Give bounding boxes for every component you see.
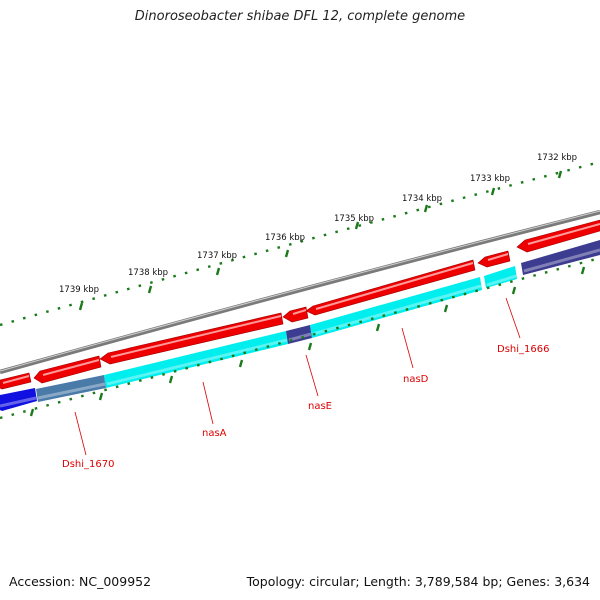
inner-tick-2 — [98, 392, 104, 401]
cds-forward-1 — [0, 372, 32, 390]
cds-forward-2 — [33, 355, 102, 384]
inner-tick-4 — [238, 359, 244, 368]
forward-cds-highlights — [2, 223, 600, 384]
kbp-label-1735: 1735 kbp — [334, 214, 374, 224]
major-tick-1738 — [147, 285, 153, 294]
accession-label: Accession: NC_009952 — [9, 574, 152, 589]
block-navy-nasE — [286, 325, 312, 344]
kbp-label-1739: 1739 kbp — [59, 285, 99, 295]
inner-tick-3 — [168, 375, 174, 384]
genome-backbone — [0, 209, 600, 375]
genome-title: Dinoroseobacter shibae DFL 12, complete … — [134, 9, 466, 24]
major-tick-1736 — [284, 249, 290, 258]
major-tick-1737 — [215, 267, 221, 276]
cds-forward-nasE — [282, 306, 309, 323]
major-tick-1735 — [354, 221, 360, 230]
kbp-label-1733: 1733 kbp — [470, 174, 510, 184]
block-cyan-nasA — [104, 331, 288, 388]
inner-tick-9 — [580, 266, 586, 275]
leader-dshi1670 — [74, 411, 87, 456]
major-tick-1734 — [423, 204, 429, 213]
block-steel-dshi1670 — [36, 375, 106, 402]
kbp-label-1734: 1734 kbp — [402, 194, 442, 204]
gene-label-nasA: nasA — [202, 428, 227, 439]
second-track — [0, 240, 600, 411]
block-blue-left — [0, 388, 37, 411]
leader-nasE — [305, 354, 319, 397]
inner-tick-7 — [443, 304, 449, 313]
genome-backbone-highlight — [0, 210, 600, 372]
gene-label-dshi1666: Dshi_1666 — [497, 344, 549, 355]
outer-ruler-minor-ticks — [0, 160, 600, 327]
kbp-label-1738: 1738 kbp — [128, 268, 168, 278]
gene-label-nasD: nasD — [403, 374, 429, 385]
genome-summary: Topology: circular; Length: 3,789,584 bp… — [246, 574, 590, 589]
kbp-label-1736: 1736 kbp — [265, 233, 305, 243]
kbp-label-1732: 1732 kbp — [537, 153, 577, 163]
major-tick-1739 — [78, 302, 84, 311]
gene-label-leaders — [74, 297, 521, 456]
inner-tick-8 — [511, 286, 517, 295]
major-tick-1733 — [490, 187, 496, 196]
outer-ruler-major-ticks — [78, 170, 563, 311]
inner-ruler — [0, 256, 600, 420]
inner-ruler-major-ticks — [29, 266, 586, 417]
inner-tick-6 — [375, 323, 381, 332]
gene-label-nasE: nasE — [308, 401, 332, 412]
inner-tick-5 — [307, 342, 313, 351]
leader-dshi1666 — [505, 297, 521, 339]
gene-label-dshi1670: Dshi_1670 — [62, 459, 114, 470]
kbp-label-1737: 1737 kbp — [197, 251, 237, 261]
second-track-shading — [0, 248, 600, 408]
outer-ruler: 1732 kbp 1733 kbp 1734 kbp 1735 kbp 1736… — [0, 153, 600, 327]
leader-nasD — [401, 327, 414, 369]
block-navy-right — [521, 240, 600, 275]
block-cyan-nasD — [310, 277, 482, 338]
block-cyan-dshi1666 — [484, 266, 517, 288]
leader-nasA — [202, 381, 214, 425]
forward-cds-track — [0, 219, 600, 390]
major-tick-1732 — [557, 170, 563, 179]
inner-tick-1 — [29, 408, 35, 417]
